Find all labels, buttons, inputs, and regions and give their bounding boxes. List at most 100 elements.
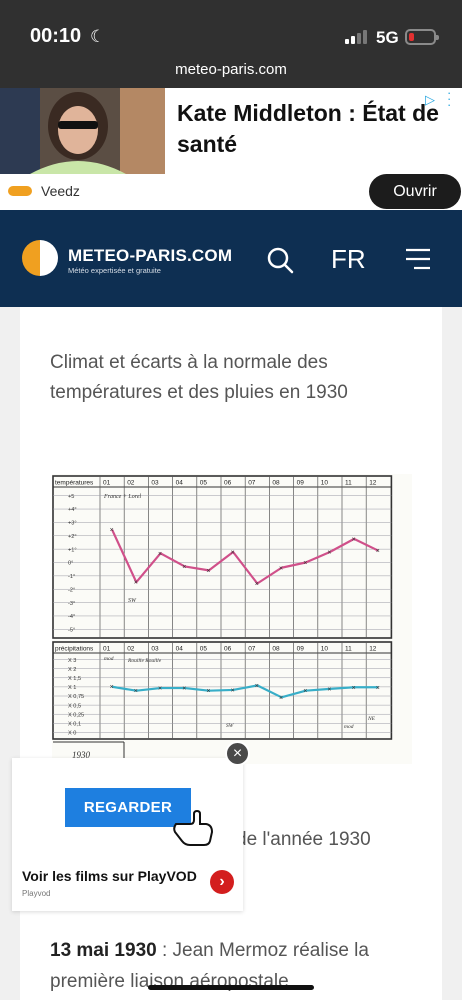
month-label: 12 — [369, 646, 377, 653]
chart-annotation: SW — [128, 598, 137, 604]
ad-menu-icon[interactable]: · · · — [447, 85, 452, 112]
month-label: 04 — [176, 646, 184, 653]
data-point-mark: × — [376, 548, 380, 555]
month-label: 11 — [345, 646, 352, 653]
y-tick-label: -2° — [68, 587, 75, 593]
chevron-right-icon[interactable]: › — [210, 870, 234, 894]
y-tick-label: +5 — [68, 494, 74, 500]
chart-svg: températures 01 02 03 04 05 06 07 08 09 10 11 12 +5 +4… — [52, 475, 393, 764]
chart-annotation: Rouille Rouille — [127, 658, 162, 664]
data-point-mark: × — [231, 550, 235, 557]
y-tick-label: +3° — [68, 521, 77, 527]
site-tagline: Météo expertisée et gratuite — [68, 266, 161, 275]
data-point-mark: × — [279, 695, 283, 702]
y-tick-label: -4° — [68, 614, 75, 620]
video-ad[interactable]: REGARDER Voir les films sur PlayVOD Play… — [12, 758, 243, 911]
data-point-mark: × — [158, 686, 162, 693]
chart-annotation: mod — [104, 656, 114, 662]
month-label: 06 — [224, 646, 232, 653]
month-label: 08 — [272, 480, 280, 487]
menu-icon[interactable] — [404, 248, 432, 270]
article-intro: Climat et écarts à la normale des tempér… — [50, 352, 348, 403]
climate-chart: températures 01 02 03 04 05 06 07 08 09 10 11 12 +5 +4… — [52, 474, 412, 764]
y-tick-label: X 2 — [68, 667, 76, 673]
y-tick-label: -1° — [68, 574, 75, 580]
site-header: METEO-PARIS.COM Météo expertisée et grat… — [0, 210, 462, 307]
data-point-mark: × — [206, 568, 210, 575]
data-point-mark: × — [303, 688, 307, 695]
data-point-mark: × — [255, 683, 259, 690]
data-point-mark: × — [303, 560, 307, 567]
year-label: 1930 — [72, 750, 91, 760]
chart-annotation: France + Lorel — [103, 494, 141, 500]
y-tick-label: X 1 — [68, 685, 76, 691]
adchoices-icon[interactable]: ▷ — [425, 92, 435, 107]
data-point-mark: × — [352, 685, 356, 692]
data-point-mark: × — [134, 580, 138, 587]
status-bar: 00:10 ☾ 5G meteo-paris.com — [0, 0, 462, 88]
data-point-mark: × — [255, 581, 259, 588]
data-point-mark: × — [352, 536, 356, 543]
panel-frame — [52, 641, 393, 740]
open-button[interactable]: Ouvrir — [369, 174, 461, 209]
data-point-mark: × — [206, 688, 210, 695]
signal-icon — [345, 30, 367, 44]
month-label: 07 — [248, 480, 256, 487]
month-label: 06 — [224, 480, 232, 487]
month-label: 11 — [345, 480, 352, 487]
watch-button[interactable]: REGARDER — [65, 788, 191, 827]
logo-icon[interactable] — [22, 240, 58, 276]
video-ad-source: Playvod — [22, 889, 51, 898]
top-ad-banner[interactable]: Kate Middleton : État de santé ▷ · · · Vee… — [0, 85, 462, 210]
data-point-mark: × — [134, 688, 138, 695]
chart-annotation: mod — [344, 724, 354, 730]
month-label: 05 — [200, 646, 208, 653]
month-label: 01 — [103, 480, 111, 487]
data-point-mark: × — [327, 686, 331, 693]
advertiser-name: Veedz — [41, 183, 80, 199]
month-label: 10 — [321, 646, 329, 653]
y-tick-label: X 0 — [68, 731, 76, 737]
y-tick-label: -3° — [68, 601, 75, 607]
data-point-mark: × — [231, 687, 235, 694]
month-label: 02 — [127, 480, 135, 487]
series-line — [111, 529, 379, 585]
y-tick-label: X 0,25 — [68, 712, 84, 718]
language-selector[interactable]: FR — [331, 244, 366, 274]
event-date: 13 mai 1930 — [50, 940, 157, 961]
y-tick-label: X 3 — [68, 658, 76, 664]
panel-frame — [52, 475, 393, 639]
panel-title: précipitations — [55, 646, 94, 653]
month-label: 02 — [127, 646, 135, 653]
chart-annotation: SW — [226, 723, 234, 729]
home-indicator — [148, 985, 314, 990]
ad-title[interactable]: Kate Middleton : État de santé — [177, 100, 439, 157]
close-icon[interactable]: × — [225, 741, 250, 766]
data-point-mark: × — [279, 565, 283, 572]
chart-annotation: NE — [367, 716, 376, 722]
search-icon[interactable] — [266, 246, 294, 274]
network-type: 5G — [376, 28, 399, 47]
battery-icon — [405, 29, 439, 45]
advertiser-logo — [8, 186, 32, 196]
address-bar[interactable]: meteo-paris.com — [175, 61, 287, 78]
y-tick-label: X 1,5 — [68, 676, 81, 682]
section-heading-partial: de l'année 1930 — [236, 829, 371, 850]
video-ad-title[interactable]: Voir les films sur PlayVOD — [22, 868, 197, 884]
y-tick-label: 0° — [68, 561, 73, 567]
month-label: 09 — [297, 646, 305, 653]
month-label: 04 — [176, 480, 184, 487]
y-tick-label: -5° — [68, 628, 75, 634]
month-label: 10 — [321, 480, 329, 487]
month-label: 01 — [103, 646, 111, 653]
month-label: 03 — [151, 480, 159, 487]
ad-photo[interactable] — [0, 88, 165, 174]
month-label: 07 — [248, 646, 256, 653]
month-label: 05 — [200, 480, 208, 487]
site-name[interactable]: METEO-PARIS.COM — [68, 246, 233, 265]
data-point-mark: × — [110, 684, 114, 691]
month-label: 03 — [151, 646, 159, 653]
y-tick-label: X 0,5 — [68, 703, 81, 709]
y-tick-label: X 0,75 — [68, 694, 84, 700]
y-tick-label: X 0,1 — [68, 722, 81, 728]
